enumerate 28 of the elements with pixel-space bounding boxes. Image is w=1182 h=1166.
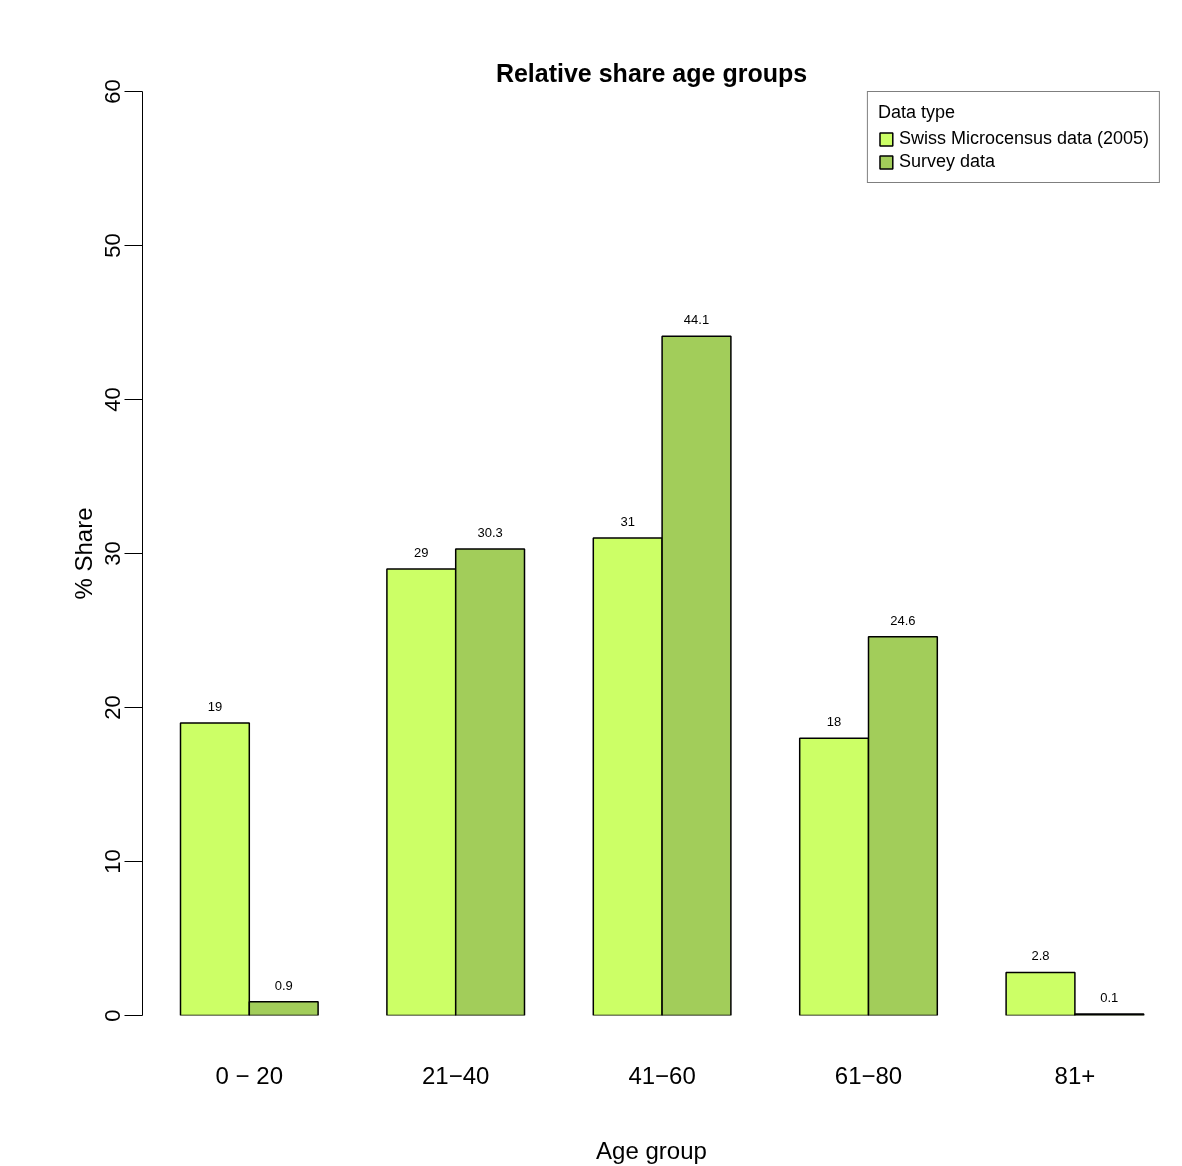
- data-label: 18: [826, 714, 842, 730]
- y-tick-label: 40: [99, 387, 125, 412]
- y-tick-label: 50: [99, 233, 125, 258]
- y-tick-label: 0: [99, 1009, 125, 1022]
- y-tick-label: 60: [99, 79, 125, 104]
- x-tick-label: 41−60: [628, 1061, 696, 1089]
- x-tick-label: 61−80: [834, 1061, 903, 1089]
- y-tick-label: 30: [99, 541, 125, 566]
- x-tick-label: 81+: [1054, 1061, 1096, 1089]
- chart-title: Relative share age groups: [495, 58, 808, 87]
- data-label: 24.6: [890, 612, 916, 628]
- data-label: 29: [414, 544, 429, 560]
- data-label: 2.8: [1031, 948, 1050, 964]
- x-tick-label: 0 − 20: [215, 1061, 284, 1089]
- x-tick-label: 21−40: [422, 1061, 490, 1089]
- y-axis-title: % Share: [69, 507, 97, 600]
- legend-label: Swiss Microcensus data (2005): [898, 128, 1149, 149]
- y-tick-label: 10: [99, 849, 125, 874]
- data-label: 19: [207, 698, 223, 714]
- y-tick-label: 20: [99, 695, 125, 720]
- x-axis-title: Age group: [596, 1136, 707, 1164]
- data-label: 0.9: [274, 977, 293, 993]
- data-label: 44.1: [683, 312, 710, 328]
- data-label: 30.3: [477, 524, 503, 540]
- legend-title: Data type: [877, 102, 956, 123]
- legend-label: Survey data: [898, 151, 995, 172]
- data-label: 31: [620, 514, 635, 530]
- data-label: 0.1: [1100, 989, 1119, 1005]
